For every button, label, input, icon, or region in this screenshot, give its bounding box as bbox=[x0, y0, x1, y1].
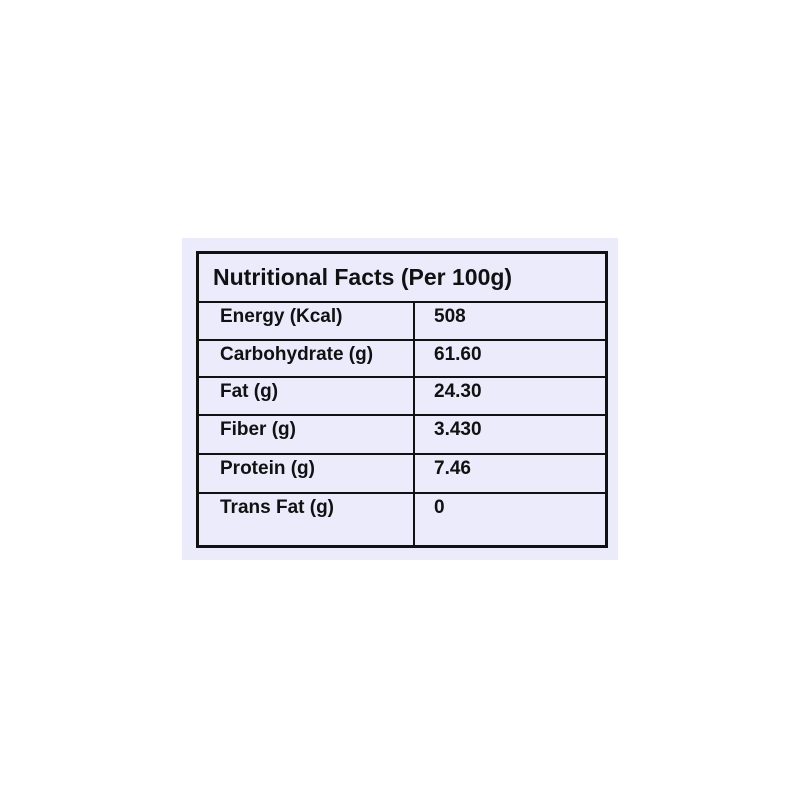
nutrient-label: Protein (g) bbox=[199, 455, 415, 492]
table-title: Nutritional Facts (Per 100g) bbox=[199, 254, 605, 303]
nutrition-panel bbox=[182, 238, 618, 560]
table-row: Carbohydrate (g) 61.60 bbox=[199, 341, 605, 378]
nutrient-label: Trans Fat (g) bbox=[199, 494, 415, 547]
nutrient-value: 508 bbox=[434, 306, 466, 327]
nutrient-label: Fat (g) bbox=[199, 378, 415, 414]
table-row: Fiber (g) 3.430 bbox=[199, 416, 605, 455]
nutrient-value: 3.430 bbox=[434, 419, 482, 440]
nutrient-value: 7.46 bbox=[434, 458, 471, 479]
table-row: Protein (g) 7.46 bbox=[199, 455, 605, 494]
nutrient-label: Energy (Kcal) bbox=[199, 303, 415, 339]
table-row: Trans Fat (g) 0 bbox=[199, 494, 605, 547]
nutrient-value: 61.60 bbox=[434, 344, 482, 365]
nutrient-value: 24.30 bbox=[434, 381, 482, 402]
nutrition-table: Nutritional Facts (Per 100g) Energy (Kca… bbox=[196, 251, 608, 548]
table-row: Fat (g) 24.30 bbox=[199, 378, 605, 416]
nutrient-label: Carbohydrate (g) bbox=[199, 341, 415, 376]
table-row: Energy (Kcal) 508 bbox=[199, 303, 605, 341]
nutrient-label: Fiber (g) bbox=[199, 416, 415, 453]
nutrient-value: 0 bbox=[434, 497, 445, 518]
